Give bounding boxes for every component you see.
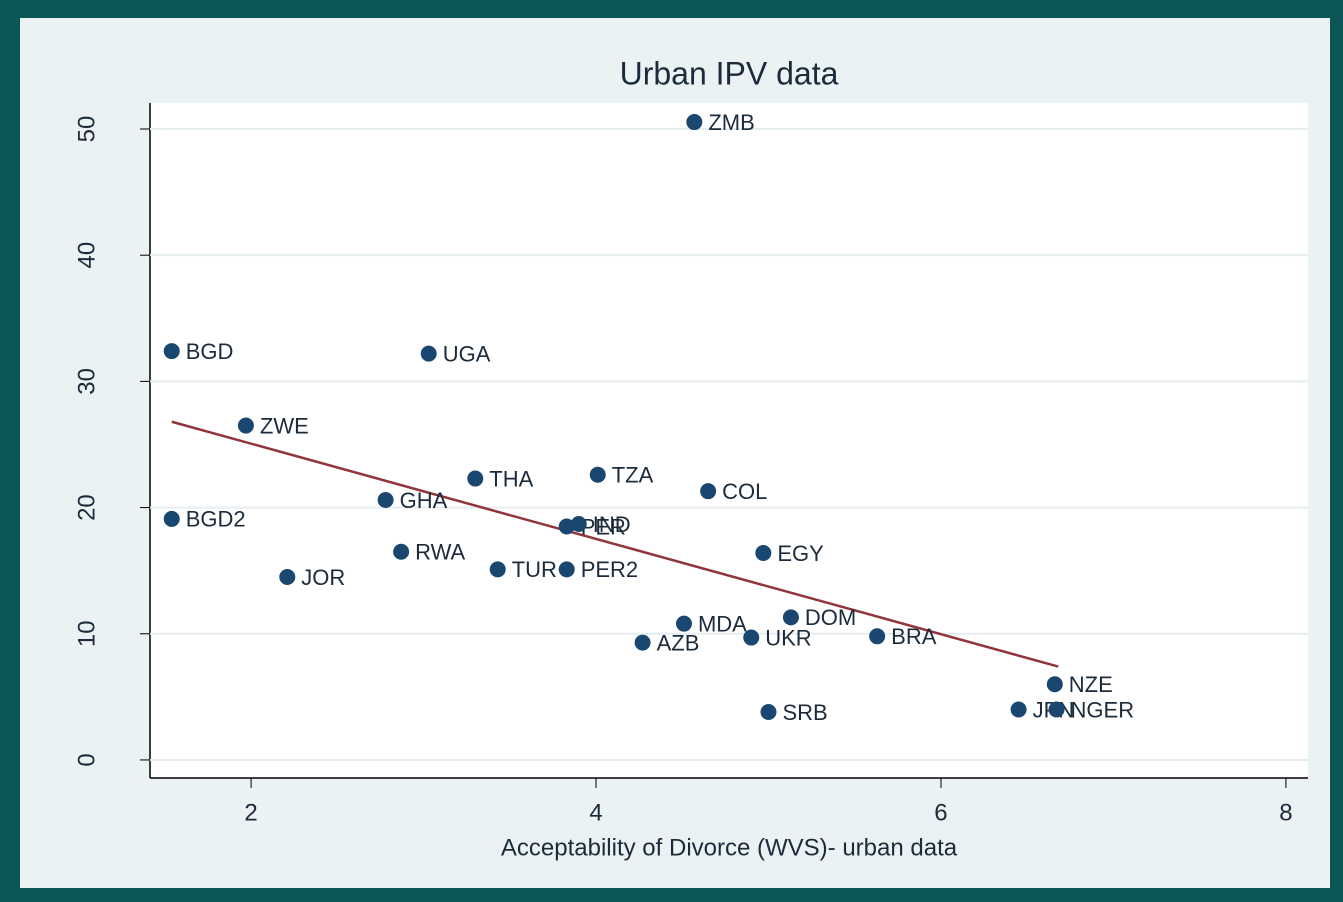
point xyxy=(782,609,799,626)
point-label: THA xyxy=(489,466,533,491)
point xyxy=(558,561,575,578)
point-label: UGA xyxy=(443,341,491,366)
point-label: RWA xyxy=(415,540,465,565)
point xyxy=(760,704,777,721)
point xyxy=(589,466,606,483)
point xyxy=(634,634,651,651)
y-tick-label: 10 xyxy=(73,620,100,647)
chart-title: Urban IPV data xyxy=(620,55,839,91)
point xyxy=(467,470,484,487)
x-axis-label: Acceptability of Divorce (WVS)- urban da… xyxy=(501,834,958,861)
x-tick-label: 2 xyxy=(244,799,257,826)
point-label: BRA xyxy=(891,624,937,649)
point-label: COL xyxy=(722,479,767,504)
plot-region xyxy=(150,103,1308,778)
point xyxy=(743,629,760,646)
point xyxy=(393,543,410,560)
point xyxy=(237,417,254,434)
y-tick-label: 40 xyxy=(73,242,100,269)
point-label: AZB xyxy=(657,630,700,655)
point-label: JOR xyxy=(301,565,345,590)
point-label: ZMB xyxy=(708,110,754,135)
point xyxy=(377,491,394,508)
point-label: ZWE xyxy=(260,413,309,438)
point-label: SRB xyxy=(782,700,827,725)
point xyxy=(686,114,703,131)
point-label: PER xyxy=(581,514,626,539)
point-label: MDA xyxy=(698,611,747,636)
y-tick-label: 50 xyxy=(73,116,100,143)
point-label: EGY xyxy=(777,541,824,566)
point xyxy=(163,343,180,360)
point xyxy=(755,545,772,561)
point-label: IND xyxy=(593,512,631,537)
point-label: NGER xyxy=(1071,697,1135,722)
fit-line xyxy=(171,420,1059,668)
point-label: NZE xyxy=(1069,672,1113,697)
point xyxy=(869,628,886,645)
point-label: DOM xyxy=(805,605,856,630)
point xyxy=(1046,676,1063,693)
y-tick-label: 20 xyxy=(73,494,100,521)
point xyxy=(558,518,575,535)
x-tick-label: 8 xyxy=(1279,799,1292,826)
y-tick-label: 0 xyxy=(73,753,100,766)
point xyxy=(420,345,437,362)
point xyxy=(1010,701,1027,718)
y-tick-label: 30 xyxy=(73,368,100,395)
point-label: UKR xyxy=(765,625,811,650)
point xyxy=(700,483,717,500)
point-label: PER2 xyxy=(581,557,638,582)
point-label: TZA xyxy=(612,463,654,488)
point xyxy=(570,515,587,532)
x-tick-label: 6 xyxy=(934,799,947,826)
point xyxy=(675,615,692,632)
point-label: GHA xyxy=(400,488,448,513)
point-label: BGD xyxy=(186,339,234,364)
point xyxy=(163,510,180,527)
point-label: TUR xyxy=(512,557,557,582)
point xyxy=(489,561,506,578)
x-tick-label: 4 xyxy=(589,799,602,826)
point xyxy=(279,568,296,585)
point-label: BGD2 xyxy=(186,507,246,532)
point xyxy=(1048,701,1065,718)
